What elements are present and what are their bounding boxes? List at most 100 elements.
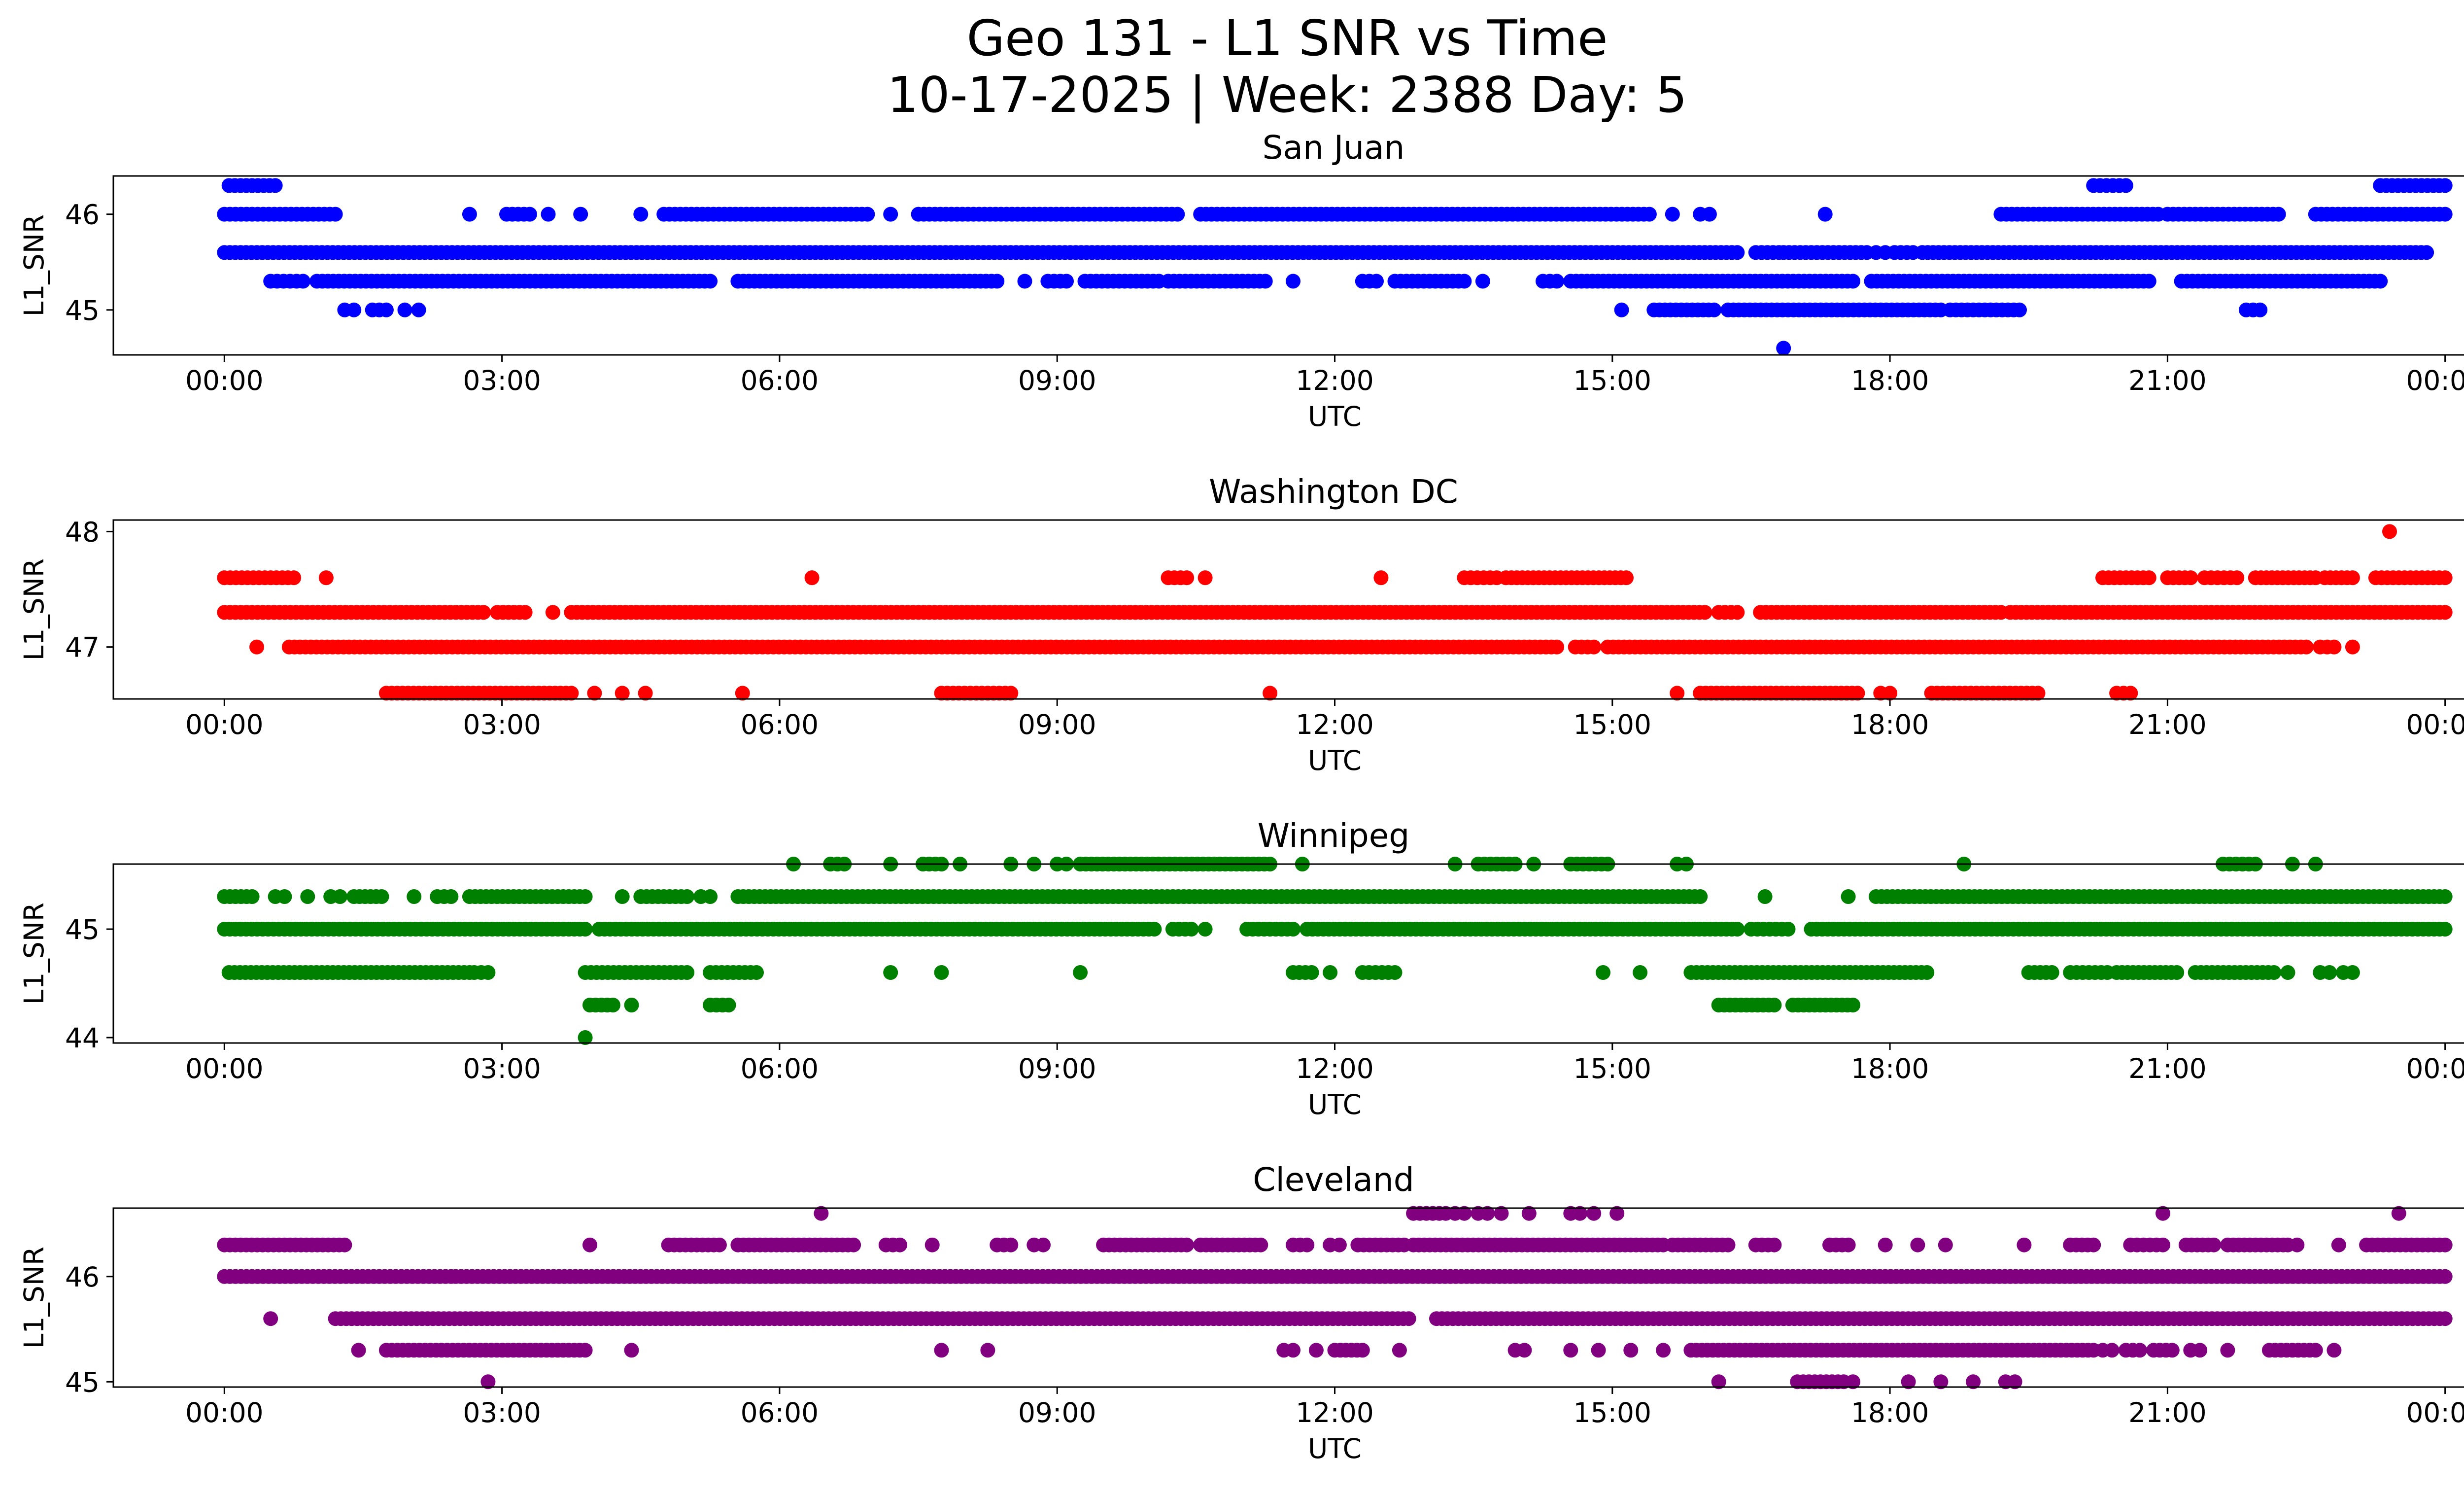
data-point [883,207,898,222]
data-point [573,207,588,222]
data-point [1003,1237,1019,1252]
data-point [1693,889,1708,904]
data-point [522,207,537,222]
data-point [1179,570,1195,586]
data-point [2141,274,2156,289]
x-tick-label: 15:00 [1574,709,1652,740]
x-tick-label: 09:00 [1018,365,1096,396]
data-point [2266,965,2282,980]
data-point [924,1237,940,1252]
x-axis-label: UTC [1308,1433,1362,1464]
data-point [2327,1343,2342,1358]
chart-title-line1: Geo 131 - L1 SNR vs Time [967,9,1608,67]
data-point [2012,302,2027,317]
data-point [1702,207,1717,222]
data-point [1780,922,1796,937]
x-tick-label: 03:00 [463,365,541,396]
data-point [1475,274,1490,289]
data-point [2327,639,2342,655]
data-point [1073,965,1088,980]
data-point [2345,570,2360,586]
x-tick-label: 00:00 [2406,1053,2464,1084]
x-tick-label: 03:00 [463,1053,541,1084]
data-point [263,1311,278,1326]
y-tick-label: 45 [65,914,100,945]
data-point [1670,686,1685,701]
data-point [476,605,491,620]
data-point [286,570,302,586]
x-tick-label: 00:00 [185,365,264,396]
data-point [578,889,593,904]
data-point [1882,686,1898,701]
data-point [1017,274,1032,289]
data-point [2290,1237,2305,1252]
data-point [462,207,477,222]
data-point [1767,1237,1782,1252]
data-point [1707,302,1722,317]
data-point [2437,1269,2453,1284]
data-point [1878,1237,1893,1252]
data-point [2437,889,2453,904]
data-point [295,274,310,289]
data-point [378,302,394,317]
data-point [2280,965,2295,980]
data-point [735,686,750,701]
x-tick-label: 00:00 [2406,365,2464,396]
data-point [1263,686,1278,701]
data-point [1910,1237,1925,1252]
x-tick-label: 12:00 [1296,709,1374,740]
data-point [624,998,639,1012]
data-point [2308,1343,2323,1358]
data-point [337,1237,352,1252]
data-point [541,207,556,222]
data-point [480,965,496,980]
x-tick-label: 12:00 [1296,1053,1374,1084]
subplot-washington-dc: Washington DC 00:00 03:00 06:00 09:00 12:00 1… [18,473,2464,776]
data-point [1253,1237,1268,1252]
data-point [374,889,389,904]
data-point [1401,1311,1416,1326]
data-point [615,889,630,904]
data-point [624,1343,639,1358]
x-tick-label: 00:00 [2406,709,2464,740]
x-tick-label: 18:00 [1851,1397,1929,1428]
subplot-san-juan: San Juan 00:00 03:00 06:00 09:00 12:00 15:00 1… [18,129,2464,432]
data-point [517,605,533,620]
data-point [1563,1343,1578,1358]
subplot-title: Cleveland [1253,1161,1414,1199]
data-point [2322,965,2337,980]
data-point [1665,207,1680,222]
data-point [1332,1237,1347,1252]
data-point [1198,922,1213,937]
data-point [2437,605,2453,620]
data-point [1614,302,1629,317]
data-point [1730,922,1745,937]
data-point [1767,998,1782,1012]
x-tick-label: 21:00 [2128,1053,2207,1084]
x-tick-label: 06:00 [741,1397,819,1428]
data-point [934,965,949,980]
x-tick-label: 15:00 [1574,1397,1652,1428]
data-point [407,889,422,904]
data-point [2382,524,2397,539]
data-point [564,686,579,701]
data-point [2299,639,2314,655]
data-point [1286,1343,1300,1358]
data-point [2437,922,2453,937]
data-point [318,570,334,586]
data-point [1059,274,1074,289]
y-axis-label: L1_SNR [18,1247,50,1349]
data-point [2253,302,2268,317]
data-point [1846,274,1860,289]
data-point [397,302,412,317]
data-point [411,302,426,317]
y-axis-label: L1_SNR [18,214,50,316]
data-point [846,1237,861,1252]
data-point [2164,1343,2180,1358]
data-point [578,922,593,937]
data-point [1179,1237,1195,1252]
data-point [2419,245,2434,260]
data-point [2345,639,2360,655]
data-point [1036,1237,1051,1252]
data-point [2132,1343,2148,1358]
